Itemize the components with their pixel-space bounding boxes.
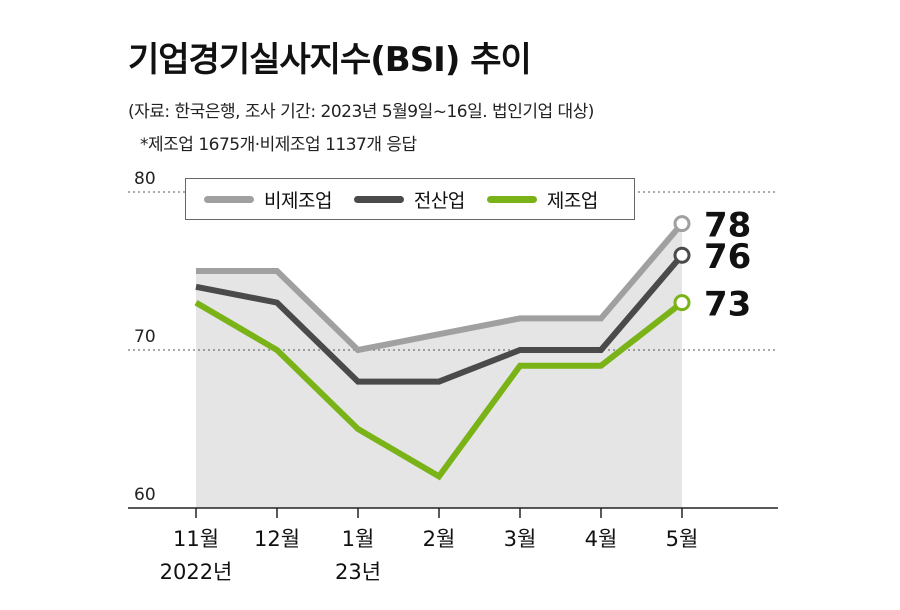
x-tick-label: 11월 xyxy=(173,527,219,551)
legend-swatch xyxy=(486,195,537,203)
legend-item-manufacturing: 제조업 xyxy=(486,186,598,213)
end-value-label: 78 xyxy=(704,206,751,246)
x-tick-label: 12월 xyxy=(254,527,300,551)
legend-label: 비제조업 xyxy=(264,189,332,212)
chart-subtitle: (자료: 한국은행, 조사 기간: 2023년 5월9일~16일. 법인기업 대… xyxy=(128,102,594,122)
x-tick-label: 5월 xyxy=(666,527,699,551)
y-tick-label: 60 xyxy=(134,485,156,505)
legend-label: 전산업 xyxy=(413,189,465,212)
y-tick-label: 80 xyxy=(134,169,156,189)
x-tick-label: 2월 xyxy=(423,527,456,551)
end-value-label: 73 xyxy=(704,285,751,325)
legend-swatch xyxy=(353,195,404,203)
legend-item-all-industries: 전산업 xyxy=(353,186,465,213)
x-tick-label: 2022년 xyxy=(160,560,233,584)
chart-note: *제조업 1675개·비제조업 1137개 응답 xyxy=(140,135,417,155)
series-line-2 xyxy=(194,300,684,481)
x-tick-label: 1월 xyxy=(342,527,375,551)
series-line-0 xyxy=(196,221,685,354)
legend-item-non-manufacturing: 비제조업 xyxy=(204,186,332,213)
end-marker-0 xyxy=(673,215,691,233)
chart-legend: 비제조업 전산업 제조업 xyxy=(185,178,635,220)
legend-label: 제조업 xyxy=(546,189,598,212)
chart-title: 기업경기실사지수(BSI) 추이 xyxy=(128,40,532,80)
legend-swatch xyxy=(204,195,254,203)
area-fill xyxy=(196,223,682,508)
y-tick-label: 70 xyxy=(134,327,156,347)
x-tick-label: 23년 xyxy=(335,560,381,584)
x-tick-label: 4월 xyxy=(585,527,618,551)
end-value-label: 76 xyxy=(704,237,751,277)
series-line-1 xyxy=(195,253,685,385)
x-tick-label: 3월 xyxy=(504,527,537,551)
end-marker-1 xyxy=(673,246,691,264)
end-marker-2 xyxy=(673,294,691,312)
